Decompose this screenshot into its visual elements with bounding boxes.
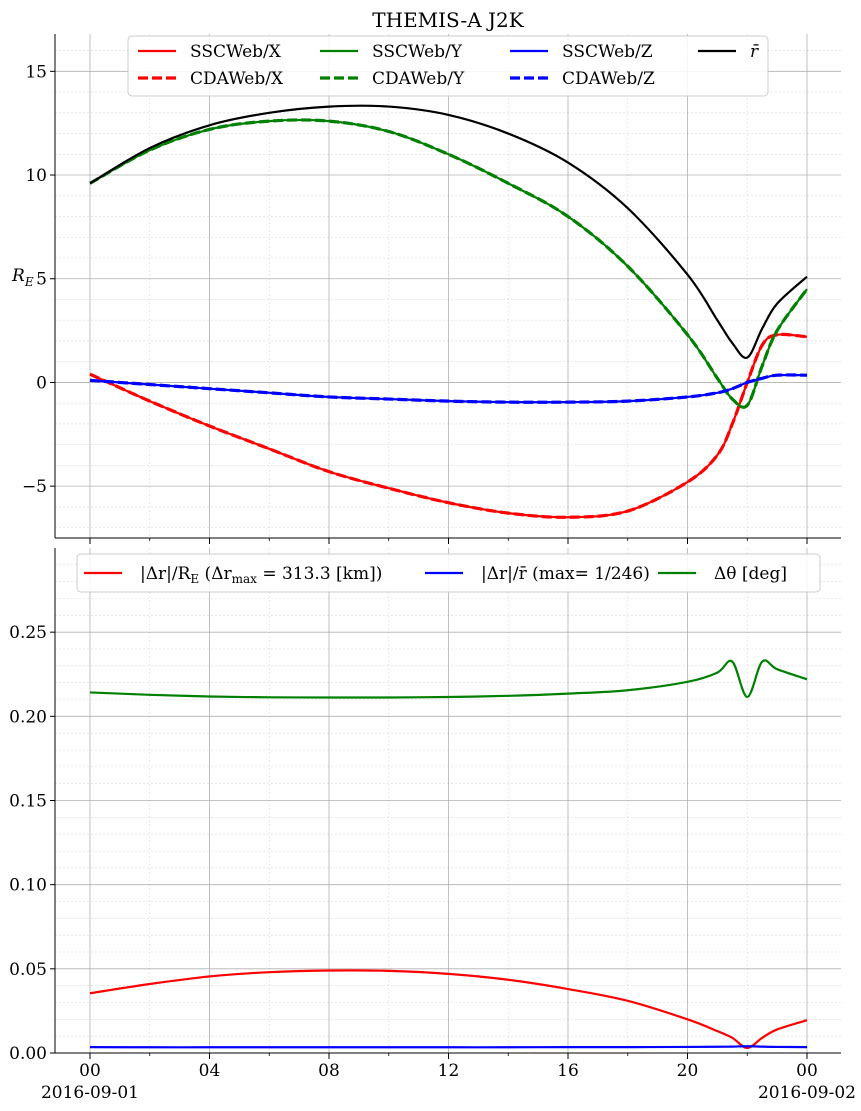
y-tick-label: 0 [36, 373, 47, 393]
y-tick-label: 0.20 [9, 707, 47, 727]
series-line-cdaweb-z [89, 373, 808, 404]
legend-label-dr_re: |Δr|/RE (Δrmax = 313.3 [km]) [140, 564, 382, 586]
x-tick-label: 00 [79, 1061, 101, 1081]
top-plot-panel: −5 0 5 10 15 THEMIS-A J2K RE SSCWeb/X SSCWeb/Y SS… [11, 8, 841, 544]
legend-label-cda_z: CDAWeb/Z [562, 69, 655, 89]
legend-label-cda_y: CDAWeb/Y [372, 69, 465, 89]
legend-label-ssc_z: SSCWeb/Z [562, 42, 653, 62]
y-tick-label: 10 [25, 166, 47, 186]
series-line-cdaweb-y [89, 118, 809, 409]
series-line-r- [89, 104, 808, 359]
x-tick-label: 20 [677, 1061, 699, 1081]
y-tick-label: −5 [22, 477, 47, 497]
legend-label-ssc_y: SSCWeb/Y [372, 42, 463, 62]
y-axis-label: RE [11, 266, 34, 289]
x-tick-label: 04 [199, 1061, 221, 1081]
y-tick-label: 0.10 [9, 876, 47, 896]
legend-label-cda_x: CDAWeb/X [190, 69, 284, 89]
y-tick-label: 0.00 [9, 1044, 47, 1064]
y-tick-label: 0.25 [9, 623, 47, 643]
x-tick-label: 12 [438, 1061, 460, 1081]
legend-label-dtheta: Δθ [deg] [714, 564, 787, 584]
y-tick-label: 5 [36, 270, 47, 290]
legend-text-sub: E [190, 572, 199, 586]
series-group [89, 659, 808, 1050]
x-tick-label: 00 [796, 1061, 818, 1081]
legend-text-part: (Δr [199, 564, 232, 584]
series-line-cdaweb-x [89, 332, 808, 519]
legend-text-part: |Δr|/R [140, 564, 192, 584]
x-tick-label: 16 [557, 1061, 579, 1081]
legend-text-sub: max [232, 572, 258, 586]
y-tick-label: 0.05 [9, 960, 47, 980]
legend-text-part: = 313.3 [km]) [257, 564, 382, 584]
legend-label-rbar: r̄ [750, 42, 759, 62]
y-axis-label-subscript: E [24, 275, 34, 289]
series-group [89, 104, 809, 519]
series-line-- [89, 659, 808, 699]
y-tick-label: 0.15 [9, 792, 47, 812]
legend-box [127, 35, 769, 97]
series-line--r-r- [89, 1045, 808, 1049]
legend-label-ssc_x: SSCWeb/X [190, 42, 282, 62]
x-tick-label: 08 [318, 1061, 340, 1081]
x-date-label: 2016-09-01 [41, 1083, 139, 1103]
chart-title: THEMIS-A J2K [372, 8, 524, 32]
legend-label-dr_rbar: |Δr|/r̄ (max= 1/246) [481, 564, 650, 584]
x-date-label: 2016-09-02 [758, 1083, 856, 1103]
y-tick-label: 15 [25, 62, 47, 82]
